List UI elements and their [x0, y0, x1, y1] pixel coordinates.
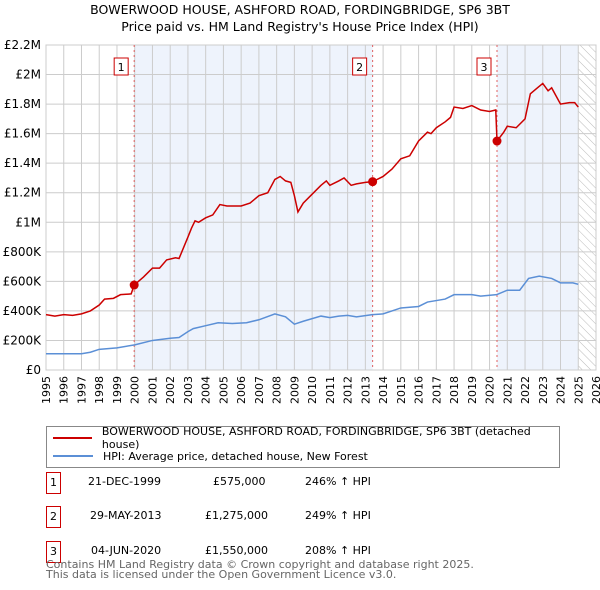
x-tick-label: 1995 [40, 376, 53, 404]
forecast-hatch [578, 45, 596, 370]
sale-marker-box [352, 57, 368, 76]
y-tick-label: £400K [3, 304, 43, 318]
x-tick-label: 2001 [146, 376, 159, 404]
sale-marker-label: 1 [118, 61, 125, 74]
y-tick-label: £2.2M [4, 38, 41, 52]
x-tick-label: 2008 [271, 376, 284, 404]
plot-border [45, 44, 597, 371]
sale-point [129, 280, 139, 290]
sale-date: 21-DEC-1999 [88, 475, 162, 488]
x-tick-label: 2012 [342, 376, 355, 404]
x-tick-label: 2014 [377, 376, 390, 404]
x-tick-label: 2013 [359, 376, 372, 404]
sale-marker-label: 2 [356, 61, 363, 74]
sale-price: £1,275,000 [205, 509, 268, 522]
sale-marker-label: 3 [481, 61, 488, 74]
x-tick-label: 2024 [555, 376, 568, 404]
x-tick-label: 2023 [537, 376, 550, 404]
x-tick-label: 2022 [519, 376, 532, 404]
sale-date: 04-JUN-2020 [91, 544, 162, 557]
x-tick-label: 2009 [288, 376, 301, 404]
footer-attribution: Contains HM Land Registry data © Crown c… [46, 558, 474, 581]
y-tick-label: £1.4M [4, 156, 41, 170]
x-tick-label: 2020 [484, 376, 497, 404]
sale-date: 29-MAY-2013 [90, 509, 162, 522]
x-tick-label: 2016 [413, 376, 426, 404]
sale-point [492, 136, 502, 146]
x-tick-label: 1999 [111, 376, 124, 404]
sale-hpi: 249% ↑ HPI [305, 509, 371, 522]
y-tick-label: £0 [26, 363, 41, 377]
legend-swatch-property [53, 437, 92, 439]
y-tick-label: £2M [15, 68, 41, 82]
sale-marker-badge: 3 [46, 541, 61, 563]
sale-price: £575,000 [213, 475, 266, 488]
y-tick-label: £1M [15, 215, 41, 229]
legend-label-hpi: HPI: Average price, detached house, New … [103, 449, 368, 463]
x-tick-label: 2002 [164, 376, 177, 404]
hpi-line [46, 275, 579, 355]
y-tick-label: £600K [3, 274, 43, 288]
x-tick-label: 2003 [182, 376, 195, 404]
sale-hpi: 208% ↑ HPI [305, 544, 371, 557]
sale-marker-badge: 2 [46, 506, 61, 528]
legend: BOWERWOOD HOUSE, ASHFORD ROAD, FORDINGBR… [46, 425, 560, 468]
footer-line-2: This data is licensed under the Open Gov… [46, 568, 397, 581]
x-tick-label: 2018 [448, 376, 461, 404]
y-tick-label: £1.2M [4, 186, 41, 200]
x-tick-label: 2015 [395, 376, 408, 404]
x-tick-label: 2025 [572, 376, 585, 404]
sale-marker-box [113, 57, 129, 76]
shaded-period [134, 45, 373, 370]
x-tick-label: 1998 [93, 376, 106, 404]
sale-marker-box [476, 57, 492, 76]
sale-point [368, 177, 378, 187]
chart-title: BOWERWOOD HOUSE, ASHFORD ROAD, FORDINGBR… [90, 2, 510, 17]
y-tick-label: £1.6M [4, 127, 41, 141]
x-tick-label: 1997 [75, 376, 88, 404]
x-tick-label: 2000 [129, 376, 142, 404]
x-tick-label: 2007 [253, 376, 266, 404]
legend-label-property: BOWERWOOD HOUSE, ASHFORD ROAD, FORDINGBR… [101, 425, 531, 451]
x-tick-label: 2026 [590, 376, 600, 404]
chart-subtitle: Price paid vs. HM Land Registry's House … [121, 19, 479, 34]
legend-swatch-hpi [53, 455, 93, 457]
plot-area: 1995 1996 1997 1998 1999 2000 2001 2002 2003 2004… [3, 38, 600, 404]
x-tick-label: 1996 [58, 376, 71, 404]
x-tick-label: 2005 [217, 376, 230, 404]
x-tick-label: 2021 [501, 376, 514, 404]
x-tick-label: 2011 [324, 376, 337, 404]
y-tick-label: £200K [3, 333, 43, 347]
x-tick-label: 2017 [430, 376, 443, 404]
x-tick-label: 2019 [466, 376, 479, 404]
shaded-period [497, 45, 579, 370]
y-tick-label: £800K [3, 245, 43, 259]
sale-hpi: 246% ↑ HPI [305, 475, 371, 488]
sale-marker-badge: 1 [46, 472, 61, 494]
x-tick-label: 2010 [306, 376, 319, 404]
x-tick-label: 2006 [235, 376, 248, 404]
footer-line-1: Contains HM Land Registry data © Crown c… [46, 558, 474, 571]
x-tick-label: 2004 [200, 376, 213, 404]
sale-price: £1,550,000 [205, 544, 268, 557]
y-tick-label: £1.8M [4, 97, 41, 111]
